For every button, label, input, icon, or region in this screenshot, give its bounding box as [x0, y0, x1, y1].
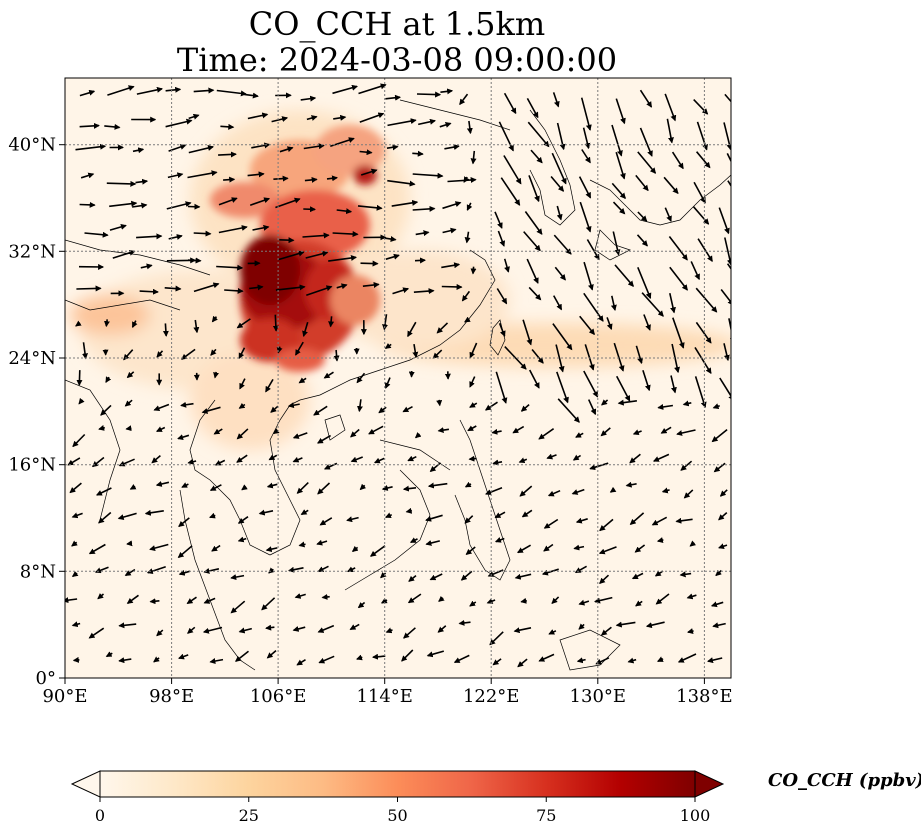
wind-arrow — [127, 543, 132, 544]
colorbar: 0 25 50 75 100 — [72, 771, 723, 825]
wind-arrow — [266, 627, 274, 628]
wind-arrow — [407, 511, 412, 512]
wind-arrow — [331, 316, 332, 326]
colorbar-max-extend — [695, 771, 723, 797]
wind-arrow — [188, 260, 201, 261]
wind-arrow — [470, 459, 477, 460]
lon-tick-label: 138°E — [676, 686, 733, 707]
lon-tick-label: 98°E — [149, 686, 194, 707]
wind-arrow — [521, 601, 527, 602]
colorbar-bar — [100, 771, 695, 797]
colorbar-tick-label: 75 — [536, 806, 556, 825]
wind-arrow — [415, 260, 425, 261]
wind-arrow — [165, 323, 166, 336]
wind-arrow — [373, 656, 385, 657]
wind-arrow — [439, 400, 440, 405]
co-concentration-field — [63, 78, 747, 678]
colorbar-tick-label: 0 — [95, 806, 105, 825]
longitude-labels: 90°E 98°E 106°E 114°E 122°E 130°E 138°E — [42, 686, 732, 707]
wind-arrow — [140, 291, 158, 292]
wind-arrow — [80, 205, 95, 206]
wind-arrow — [74, 660, 80, 661]
wind-arrow — [220, 126, 233, 127]
wind-arrow — [279, 240, 293, 241]
lon-tick-label: 90°E — [42, 686, 87, 707]
wind-arrow — [151, 601, 160, 602]
lon-tick-label: 130°E — [570, 686, 627, 707]
wind-arrow — [223, 179, 234, 180]
wind-arrow — [417, 94, 440, 95]
latitude-labels: 0° 8°N 16°N 24°N 32°N 40°N — [8, 135, 56, 689]
wind-arrow — [106, 319, 107, 326]
colorbar-tick-label: 100 — [680, 806, 711, 825]
lat-tick-label: 0° — [36, 668, 56, 689]
colorbar-tick-label: 50 — [387, 806, 407, 825]
wind-arrow — [218, 154, 236, 155]
colorbar-tick-label: 25 — [239, 806, 259, 825]
wind-arrow — [412, 153, 423, 154]
lat-tick-label: 24°N — [8, 348, 56, 369]
lon-tick-label: 106°E — [250, 686, 307, 707]
wind-arrow — [273, 178, 287, 179]
wind-arrow — [323, 597, 330, 598]
wind-arrow — [126, 428, 131, 429]
wind-arrow — [473, 267, 474, 274]
wind-arrow — [361, 263, 378, 264]
lon-tick-label: 122°E — [463, 686, 520, 707]
wind-arrow — [194, 233, 211, 234]
colorbar-min-extend — [72, 771, 100, 797]
colorbar-label: CO_CCH (ppbv) — [768, 770, 921, 791]
wind-arrow — [79, 370, 80, 385]
wind-arrow — [80, 126, 99, 127]
lat-tick-label: 32°N — [8, 241, 56, 262]
wind-arrow — [275, 315, 276, 331]
wind-arrow — [76, 288, 100, 289]
lat-tick-label: 40°N — [8, 135, 56, 156]
lon-tick-label: 114°E — [356, 686, 413, 707]
wind-arrow — [336, 350, 337, 361]
wind-arrow — [165, 288, 181, 289]
wind-arrow — [107, 183, 136, 184]
lat-tick-label: 8°N — [20, 561, 56, 582]
wind-arrow — [442, 287, 462, 288]
lat-tick-label: 16°N — [8, 455, 56, 476]
